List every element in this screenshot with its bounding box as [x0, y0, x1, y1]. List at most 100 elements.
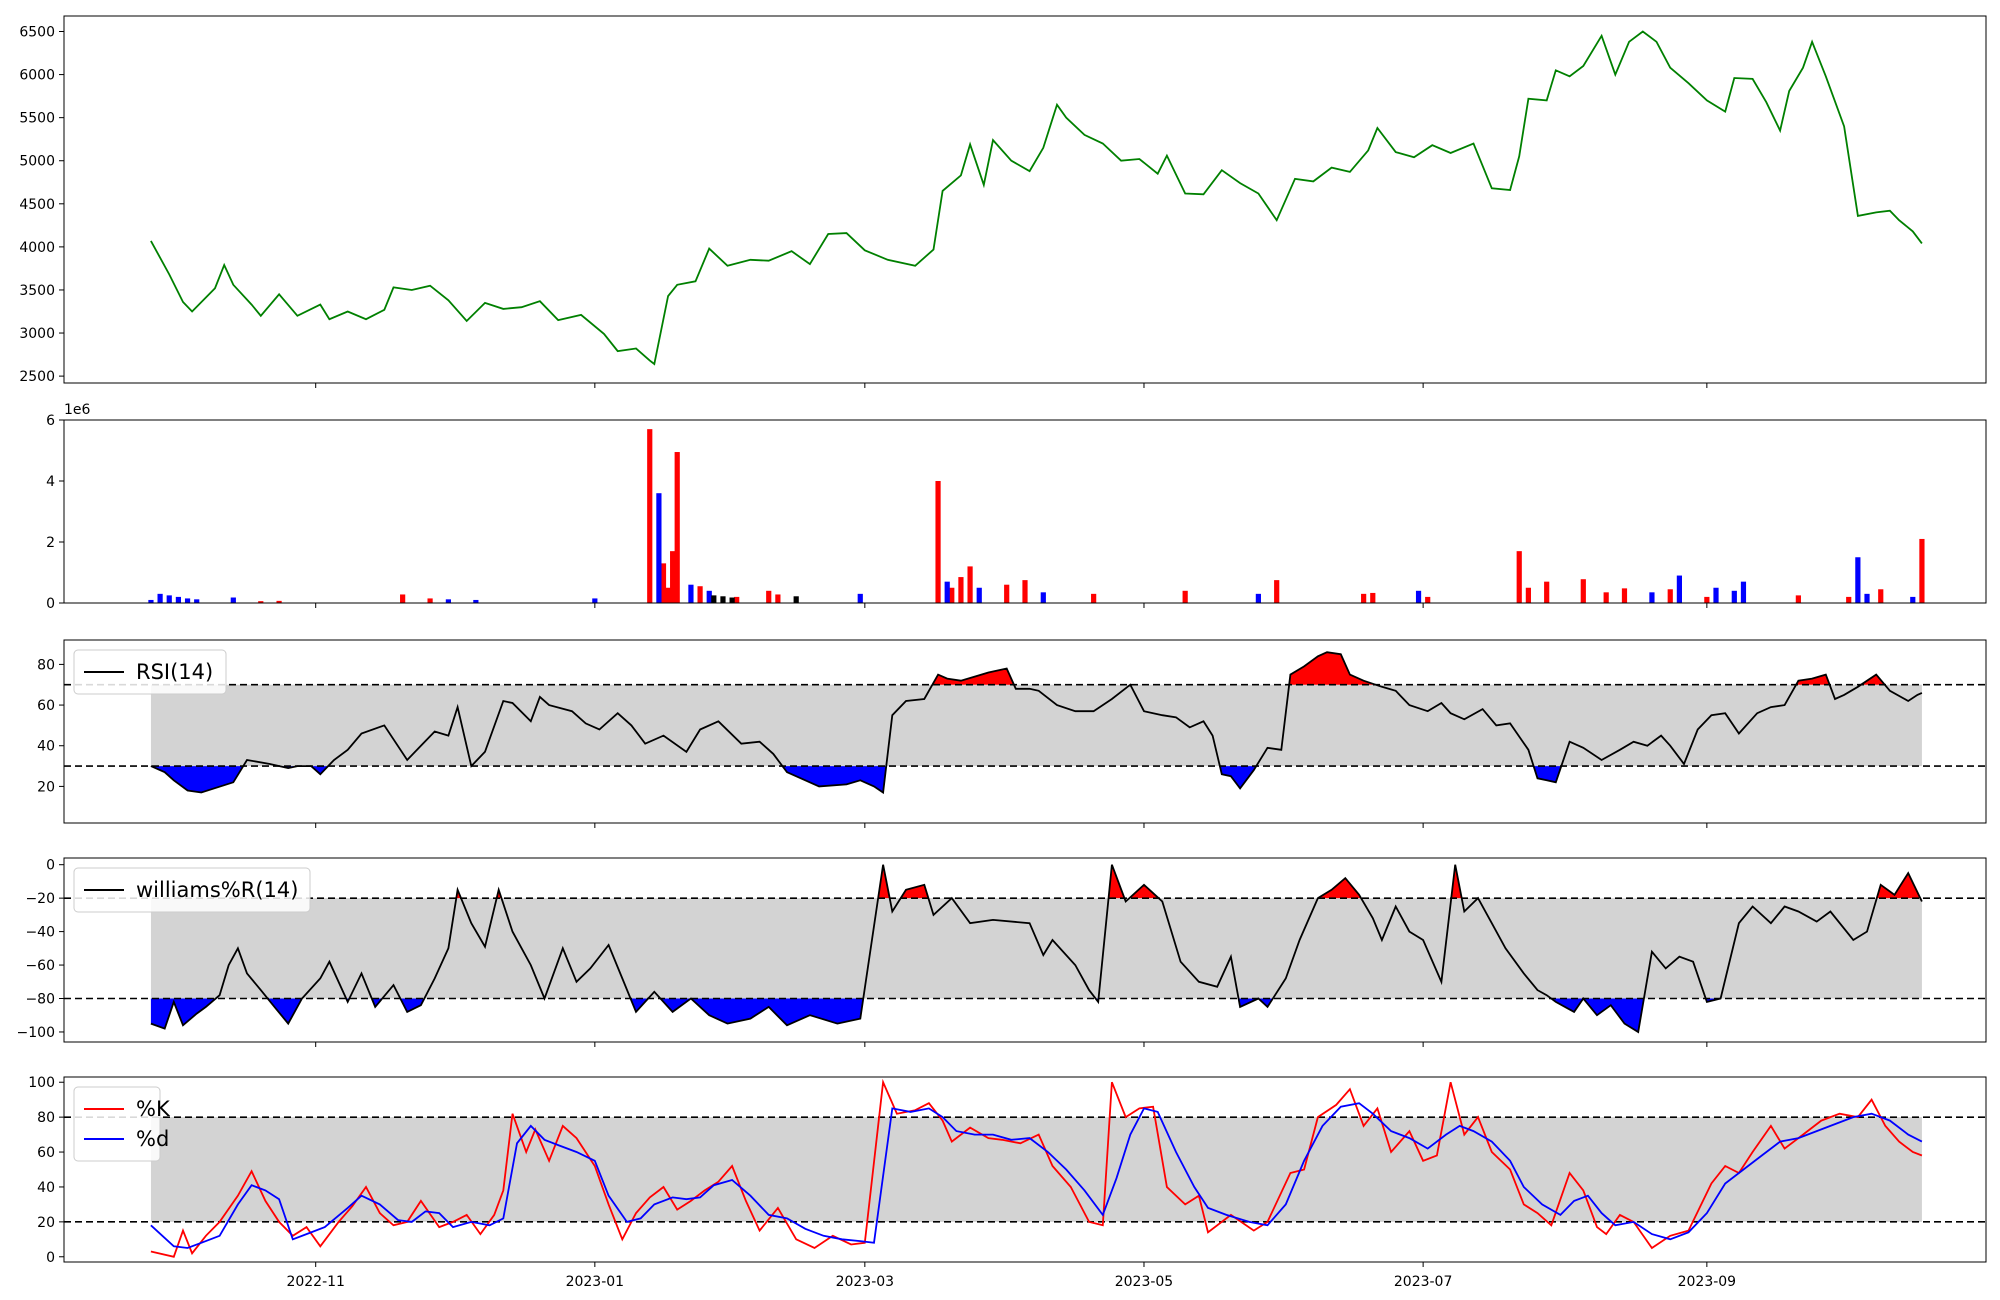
williams-oversold-fill — [690, 998, 864, 1026]
williams-ytick-label: −80 — [25, 992, 55, 1008]
volume-bar — [166, 595, 172, 603]
x-tick-label: 2023-03 — [836, 1274, 895, 1290]
volume-bar — [1182, 590, 1188, 603]
stochastic-ytick-label: 60 — [37, 1145, 55, 1161]
stochastic-neutral-band — [150, 1117, 1922, 1222]
volume-bar — [1855, 557, 1861, 603]
volume-bar — [1795, 595, 1801, 603]
volume-bar — [944, 581, 950, 603]
volume-bar — [1649, 592, 1655, 603]
rsi-oversold-fill — [150, 766, 244, 793]
williams-overbought-fill — [1876, 873, 1921, 899]
rsi-ytick-label: 40 — [37, 739, 55, 755]
volume-bar — [720, 596, 726, 603]
rsi-overbought-fill — [1796, 674, 1830, 685]
rsi-ytick-label: 60 — [37, 698, 55, 714]
williams-legend-label: williams%R(14) — [136, 878, 298, 902]
rsi-oversold-fill — [311, 766, 329, 775]
williams-ytick-label: −100 — [17, 1025, 55, 1041]
volume-bar — [1274, 580, 1280, 603]
volume-bar — [766, 590, 772, 603]
volume-bar — [1864, 593, 1870, 603]
volume-bar — [400, 594, 406, 603]
price-ytick-label: 6000 — [19, 68, 55, 84]
volume-bar — [1516, 551, 1522, 603]
volume-bar — [1544, 581, 1550, 603]
williams-ytick-label: 0 — [46, 858, 55, 874]
x-tick-label: 2023-09 — [1678, 1274, 1737, 1290]
volume-bar — [647, 429, 653, 603]
volume-bar — [949, 587, 955, 603]
volume-bar — [1676, 575, 1682, 603]
stochastic-ytick-label: 0 — [46, 1250, 55, 1266]
volume-bar — [276, 600, 282, 603]
volume-bar — [958, 577, 964, 603]
volume-bar — [1704, 596, 1710, 603]
volume-bar — [967, 566, 973, 603]
stochastic-frame — [63, 1076, 1987, 1263]
price-line — [150, 30, 1923, 366]
volume-bar — [175, 596, 182, 603]
rsi-ytick-label: 20 — [37, 779, 55, 795]
volume-bar — [1740, 581, 1747, 603]
volume-bar — [1621, 588, 1628, 603]
stochastic-legend-label: %K — [136, 1097, 171, 1121]
volume-bar — [184, 598, 191, 603]
rsi-ytick-label: 80 — [37, 657, 55, 673]
volume-bar — [1667, 589, 1673, 603]
x-tick-label: 2022-11 — [286, 1274, 345, 1290]
williams-oversold-fill — [1258, 998, 1273, 1007]
volume-bar — [1910, 596, 1916, 603]
rsi-line — [150, 651, 1923, 795]
volume-bar — [857, 593, 863, 603]
volume-bar — [473, 599, 479, 603]
volume-bar — [1415, 590, 1422, 603]
stochastic-legend-label: %d — [136, 1127, 169, 1151]
williams-ytick-label: −20 — [25, 891, 55, 907]
williams-line — [150, 864, 1923, 1034]
volume-bar — [660, 563, 667, 603]
price-ytick-label: 2500 — [19, 369, 55, 385]
volume-bar — [1004, 584, 1010, 603]
williams-legend — [73, 867, 311, 913]
price-ytick-label: 4500 — [19, 197, 55, 213]
volume-bar — [1091, 593, 1097, 603]
volume-bar — [1425, 596, 1431, 603]
volume-bar — [674, 452, 680, 603]
stochastic-ytick-label: 80 — [37, 1110, 55, 1126]
price-ytick-label: 3500 — [19, 283, 55, 299]
volume-bar — [688, 584, 694, 603]
volume-bar — [157, 593, 163, 603]
williams-neutral-band — [150, 898, 1922, 999]
williams-oversold-fill — [1551, 998, 1584, 1012]
volume-bar — [1022, 580, 1028, 603]
volume-bar — [1370, 592, 1376, 603]
williams-oversold-fill — [267, 998, 302, 1024]
price-ytick-label: 6500 — [19, 25, 55, 41]
volume-bar — [1919, 538, 1925, 603]
volume-bar — [706, 590, 712, 603]
rsi-overbought-fill — [932, 668, 1014, 685]
rsi-frame — [63, 639, 1987, 824]
williams-ytick-label: −40 — [25, 925, 55, 941]
rsi-neutral-band — [150, 684, 1922, 767]
rsi-legend-label: RSI(14) — [136, 660, 213, 684]
x-tick-label: 2023-01 — [566, 1274, 625, 1290]
volume-ytick-label: 2 — [46, 535, 55, 551]
williams-overbought-fill — [1317, 878, 1361, 899]
rsi-oversold-fill — [1219, 766, 1257, 789]
volume-bar — [711, 595, 717, 603]
williams-overbought-fill — [878, 864, 890, 899]
price-ytick-label: 5000 — [19, 154, 55, 170]
volume-bar — [775, 594, 781, 603]
stochastic-legend — [73, 1086, 161, 1162]
williams-oversold-fill — [1583, 998, 1644, 1032]
volume-bar — [1580, 579, 1586, 603]
volume-bar — [697, 586, 703, 603]
volume-bar — [194, 599, 200, 603]
rsi-oversold-fill — [782, 766, 887, 793]
volume-bar — [592, 598, 598, 603]
williams-frame — [63, 857, 1987, 1043]
volume-bar — [445, 599, 451, 603]
volume-bar — [1040, 592, 1046, 603]
